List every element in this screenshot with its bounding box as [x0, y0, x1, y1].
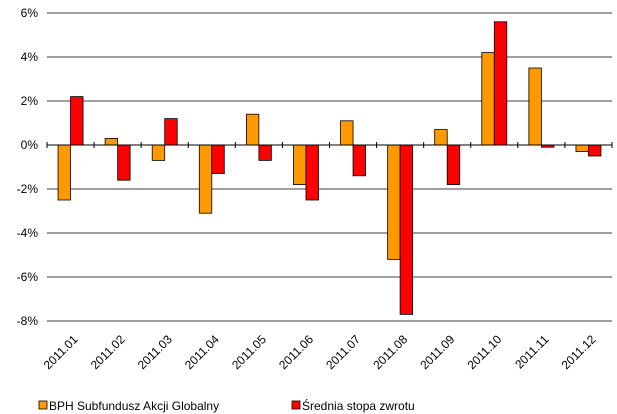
- x-tick-label: 2011.11: [512, 332, 552, 372]
- y-tick-label: -6%: [17, 270, 39, 284]
- bar-srednia: [305, 144, 319, 201]
- bars: [57, 21, 602, 315]
- bar-bph: [293, 144, 307, 185]
- bar-bph: [434, 129, 448, 146]
- bar-bph: [104, 137, 119, 146]
- bar-bph: [575, 144, 589, 152]
- x-tick-label: 2011.07: [323, 332, 363, 372]
- bar-bph: [198, 144, 213, 214]
- x-tick-label: 2011.04: [182, 332, 222, 372]
- bar-srednia: [588, 144, 602, 157]
- bar-bph: [481, 52, 495, 146]
- x-tick-label: 2011.01: [41, 332, 81, 372]
- legend-swatch-bph: [38, 400, 48, 410]
- legend: BPH Subfundusz Akcji Globalny Średnia st…: [38, 398, 415, 413]
- x-tick-label: 2011.08: [370, 332, 410, 372]
- bar-bph: [387, 144, 401, 260]
- bar-srednia: [352, 144, 366, 177]
- x-tick-label: 2011.10: [464, 332, 504, 372]
- x-tick-label: 2011.09: [417, 332, 457, 372]
- y-tick-label: 2%: [21, 94, 39, 108]
- bar-bph: [340, 120, 354, 146]
- x-axis: [46, 142, 613, 148]
- x-tick-label: 2011.05: [229, 332, 269, 372]
- x-tick-label: 2011.12: [559, 332, 599, 372]
- legend-label-bph: BPH Subfundusz Akcji Globalny: [49, 399, 219, 413]
- legend-swatch-srednia: [291, 400, 301, 410]
- bar-srednia: [399, 144, 414, 315]
- bar-bph: [528, 67, 542, 146]
- y-tick-label: -2%: [17, 182, 39, 196]
- y-tick-label: 6%: [21, 6, 39, 20]
- bar-srednia: [493, 21, 508, 146]
- bar-srednia: [211, 144, 225, 175]
- bar-srednia: [117, 144, 131, 181]
- y-tick-label: 0%: [21, 138, 39, 152]
- x-tick-label: 2011.06: [276, 332, 316, 372]
- x-tick-labels: 2011.01 2011.02 2011.03 2011.04 2011.05 2011.…: [41, 332, 599, 372]
- bar-srednia: [164, 118, 178, 146]
- bar-srednia: [446, 144, 461, 185]
- bar-srednia: [258, 144, 272, 161]
- y-axis: 6% 4% 2% 0% -2% -4% -6% -8%: [17, 6, 39, 328]
- legend-label-srednia: Średnia stopa zwrotu: [302, 398, 415, 413]
- y-tick-label: -4%: [17, 226, 39, 240]
- bar-bph: [57, 144, 71, 201]
- bar-srednia: [70, 96, 84, 146]
- bar-bph: [245, 113, 260, 146]
- grid-lines: [47, 12, 612, 322]
- x-tick-label: 2011.03: [135, 332, 175, 372]
- bar-bph: [151, 144, 166, 161]
- y-tick-label: 4%: [21, 50, 39, 64]
- y-tick-label: -8%: [17, 314, 39, 328]
- x-tick-label: 2011.02: [88, 332, 128, 372]
